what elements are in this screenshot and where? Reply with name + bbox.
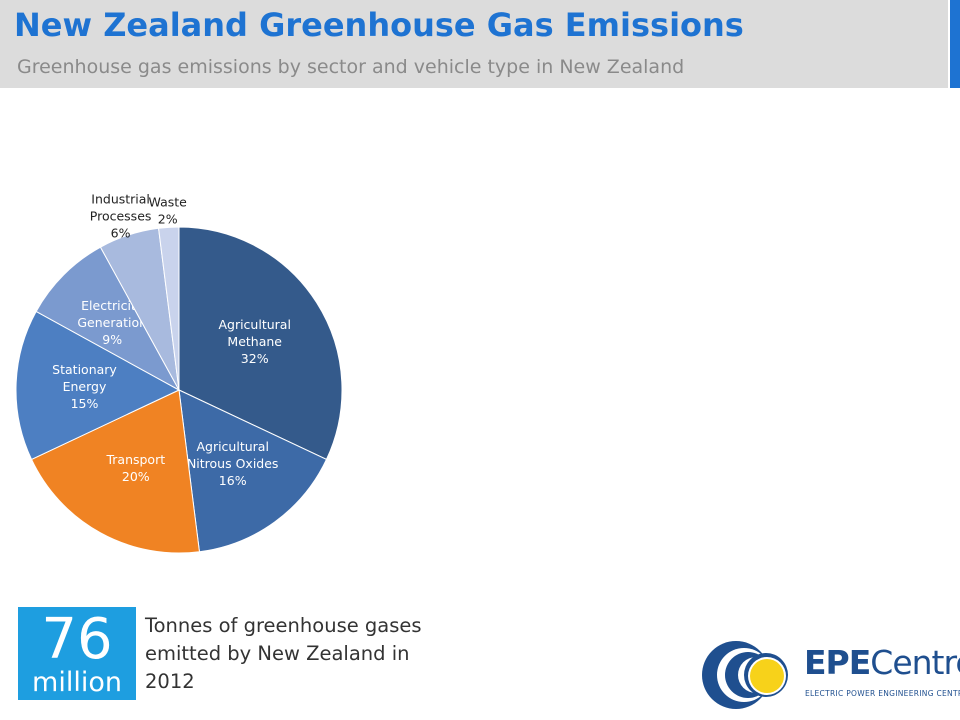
stat-description: Tonnes of greenhouse gases emitted by Ne…	[145, 614, 422, 693]
pie-slice	[178, 226, 343, 461]
page-title: New Zealand Greenhouse Gas Emissions	[14, 6, 744, 44]
pie-slice	[158, 226, 180, 391]
pie-slice-label: Agricultural Nitrous Oxides 16%	[187, 439, 279, 488]
pie-slice-label: Electricity Generation 9%	[77, 298, 147, 347]
pie-slice-label: Waste 2%	[149, 195, 188, 227]
pie-slice	[30, 389, 200, 554]
pie-slice-label: Stationary Energy 15%	[52, 362, 117, 411]
pie-slice-label: Transport 20%	[105, 452, 165, 484]
stat-number: 76	[41, 607, 113, 672]
header-accent-bar	[950, 0, 960, 88]
logo-wordmark: EPECentre	[804, 643, 960, 682]
logo-name-bold: EPE	[804, 643, 871, 682]
stat-box: 76 million	[18, 607, 136, 700]
logo-tagline: ELECTRIC POWER ENGINEERING CENTRE	[805, 689, 960, 698]
pie-slice	[15, 310, 181, 461]
pie-slice-label: Agricultural Methane 32%	[218, 317, 290, 366]
pie-slice	[35, 246, 181, 392]
emissions-pie-chart: Agricultural Methane 32% Agricultural Nitrou…	[15, 191, 343, 554]
pie-slice-label: Industrial Processes 6%	[90, 191, 152, 240]
stat-unit: million	[32, 667, 122, 698]
epe-centre-logo-icon	[702, 641, 788, 709]
pie-slice	[178, 389, 328, 553]
page-subtitle: Greenhouse gas emissions by sector and v…	[17, 56, 685, 78]
header-bar	[0, 0, 948, 88]
logo-name-light: Centre	[870, 643, 960, 682]
